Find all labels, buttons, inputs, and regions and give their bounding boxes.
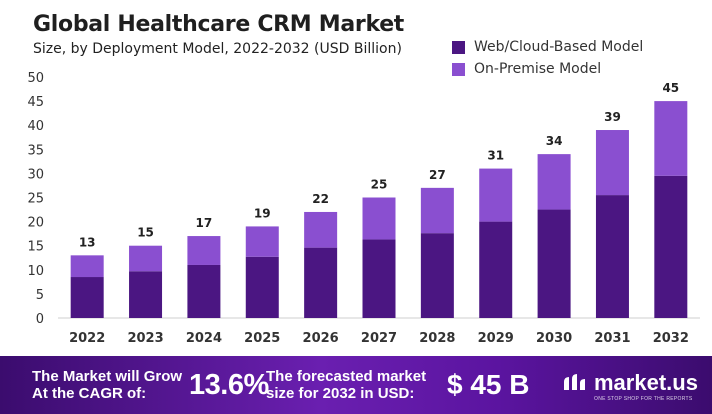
bar-segment-onprem [304,211,338,248]
y-tick-label: 15 [27,240,44,255]
bar-segment-onprem [595,130,629,196]
bar-total-label: 27 [429,168,446,182]
x-tick-label: 2030 [536,331,572,346]
footer-banner: The Market will Grow At the CAGR of: 13.… [0,356,712,414]
brand-name: market.us [594,370,698,395]
bar-segment-web [654,175,688,318]
bar-total-label: 22 [312,192,329,206]
bar-segment-onprem [479,168,513,222]
bar-total-label: 19 [254,206,271,220]
bar-segment-web [420,233,454,318]
bar-total-label: 39 [604,110,621,124]
cagr-caption-line1: The Market will Grow [32,368,183,385]
bar-total-label: 25 [371,178,388,192]
bar-segment-onprem [245,226,279,257]
chart-panel: Global Healthcare CRM Market Size, by De… [27,12,700,346]
y-tick-label: 40 [27,119,44,134]
x-tick-label: 2022 [69,331,105,346]
y-tick-label: 35 [27,143,44,158]
forecast-caption-line1: The forecasted market [266,368,427,385]
legend: Web/Cloud-Based Model On-Premise Model [452,36,643,80]
bar-chart: 0510152025303540455013202215202317202419… [27,71,700,346]
bar-segment-onprem [420,187,454,234]
bar-total-label: 17 [196,216,213,230]
x-tick-label: 2027 [361,331,397,346]
market-us-logo-icon [564,374,585,390]
chart-subtitle: Size, by Deployment Model, 2022-2032 (US… [33,41,402,57]
y-tick-label: 0 [36,312,44,327]
bar-segment-onprem [654,101,688,176]
legend-label-web: Web/Cloud-Based Model [474,39,644,55]
bar-segment-onprem [362,197,396,240]
bar-segment-web [304,247,338,318]
x-tick-label: 2026 [303,331,339,346]
x-tick-label: 2028 [419,331,455,346]
y-tick-label: 5 [36,288,44,303]
brand-logo[interactable]: market.us ONE STOP SHOP FOR THE REPORTS [562,370,698,402]
y-tick-label: 45 [27,95,44,110]
bar-segment-web [187,264,221,318]
bar-segment-web [537,209,571,318]
cagr-value: 13.6% [189,369,269,401]
forecast-value: $ 45 B [447,369,530,400]
bar-total-label: 13 [79,235,96,249]
cagr-caption-line2: At the CAGR of: [32,385,147,402]
bar-segment-web [129,271,163,318]
bar-segment-web [70,277,104,318]
y-tick-label: 30 [27,167,44,182]
brand-tagline: ONE STOP SHOP FOR THE REPORTS [594,396,693,402]
bar-segment-onprem [70,255,104,278]
y-tick-label: 25 [27,192,44,207]
legend-swatch-onprem [452,62,465,76]
legend-item-onprem: On-Premise Model [452,58,643,80]
bar-total-label: 34 [546,134,563,148]
legend-label-onprem: On-Premise Model [474,61,602,77]
legend-item-web: Web/Cloud-Based Model [452,36,643,58]
x-tick-label: 2031 [594,331,630,346]
forecast-caption-line2: size for 2032 in USD: [266,385,415,402]
bar-segment-web [479,221,513,318]
legend-swatch-web [452,40,465,54]
x-tick-label: 2024 [186,331,222,346]
bar-total-label: 31 [487,149,504,163]
bar-total-label: 45 [662,81,679,95]
cagr-caption: The Market will Grow At the CAGR of: [32,368,182,402]
bar-segment-onprem [187,236,221,265]
x-tick-label: 2032 [653,331,689,346]
x-tick-label: 2025 [244,331,280,346]
y-tick-label: 20 [27,216,44,231]
forecast-caption: The forecasted market size for 2032 in U… [266,368,426,402]
bar-segment-onprem [537,154,571,210]
bar-segment-web [245,256,279,318]
y-tick-label: 10 [27,264,44,279]
chart-title: Global Healthcare CRM Market [33,12,405,37]
x-tick-label: 2023 [127,331,163,346]
bar-segment-web [595,195,629,318]
y-tick-label: 50 [27,71,44,86]
bar-total-label: 15 [137,226,154,240]
bar-segment-web [362,239,396,318]
x-tick-label: 2029 [478,331,514,346]
bar-segment-onprem [129,245,163,272]
